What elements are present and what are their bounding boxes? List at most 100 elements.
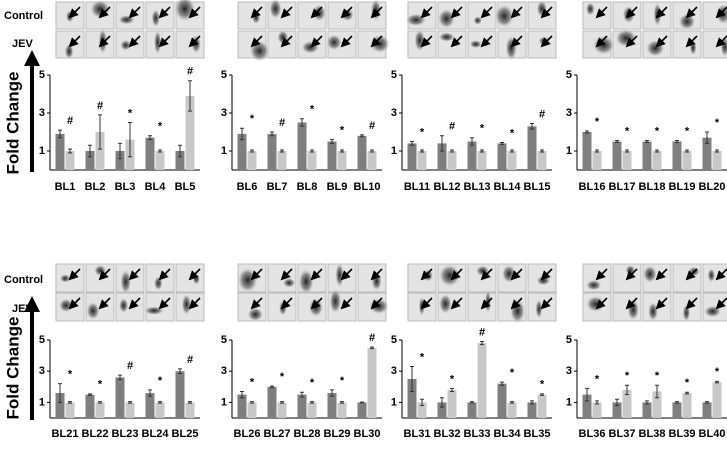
error-bar: [675, 140, 679, 143]
arrow: [280, 6, 293, 19]
y-tick-label: 3: [221, 107, 227, 119]
error-bar: [158, 401, 162, 404]
arrow: [68, 268, 81, 281]
arrow: [370, 297, 383, 310]
bar: [175, 371, 185, 418]
bar: [682, 151, 692, 170]
arrow: [250, 35, 263, 48]
bar: [702, 402, 712, 418]
error-bar: [118, 374, 122, 381]
x-tick-label: BL38: [639, 428, 666, 440]
spot: [536, 275, 551, 286]
error-bar: [240, 127, 244, 141]
bar: [537, 394, 547, 418]
spot: [301, 40, 320, 54]
spot: [118, 297, 129, 313]
error-bar: [675, 401, 679, 404]
significance-marker: *: [540, 379, 545, 391]
x-tick-label: BL15: [524, 181, 551, 193]
x-tick-label: BL4: [145, 181, 167, 193]
spot: [237, 267, 258, 293]
bar: [55, 393, 65, 418]
spot: [625, 265, 636, 276]
spot: [438, 264, 461, 287]
bar: [337, 402, 347, 418]
arrow: [510, 268, 523, 281]
significance-marker: *: [280, 371, 285, 383]
error-bar: [188, 80, 192, 112]
bar: [327, 141, 337, 170]
y-axis-label: Fold Change: [3, 317, 22, 420]
spot: [642, 265, 657, 283]
bar: [652, 151, 662, 170]
y-tick-label: 5: [391, 334, 397, 346]
arrow: [420, 6, 433, 19]
error-bar: [188, 401, 192, 404]
spot: [181, 293, 192, 316]
arrow: [480, 6, 493, 19]
arrow: [370, 35, 383, 48]
arrow: [715, 35, 727, 48]
error-bar: [280, 149, 284, 153]
bar: [582, 132, 592, 170]
bar: [672, 141, 682, 170]
error-bar: [98, 401, 102, 404]
spot: [494, 4, 514, 28]
bar: [155, 151, 165, 170]
arrow: [685, 35, 698, 48]
arrow: [188, 35, 201, 48]
arrow: [340, 297, 353, 310]
spot: [278, 300, 287, 316]
y-tick-label: 5: [39, 69, 45, 81]
arrow: [685, 297, 698, 310]
arrow: [450, 35, 463, 48]
error-bar: [340, 401, 344, 404]
bar: [582, 394, 592, 418]
bar: [357, 135, 367, 170]
bar: [237, 394, 247, 418]
y-tick-label: 5: [391, 69, 397, 81]
error-bar: [420, 149, 424, 153]
spot: [647, 301, 659, 322]
x-tick-label: BL5: [175, 181, 196, 193]
spot: [682, 304, 691, 322]
error-bar: [510, 401, 514, 404]
bar: [145, 393, 155, 418]
y-tick-label: 1: [221, 396, 227, 408]
bar: [247, 402, 257, 418]
arrow: [450, 297, 463, 310]
significance-marker: *: [655, 370, 660, 382]
arrow: [685, 268, 698, 281]
bar: [85, 394, 95, 418]
bar: [592, 151, 602, 170]
error-bar: [530, 400, 534, 405]
arrow: [128, 6, 141, 19]
y-tick-label: 5: [566, 69, 572, 81]
error-bar: [685, 149, 689, 153]
bar: [447, 151, 457, 170]
significance-marker: *: [685, 377, 690, 389]
arrow-head: [24, 50, 40, 66]
arrow: [480, 35, 493, 48]
x-tick-label: BL26: [234, 428, 261, 440]
spot: [473, 16, 483, 25]
error-bar: [240, 390, 244, 399]
significance-marker: #: [97, 100, 103, 112]
error-bar: [440, 397, 444, 408]
x-tick-label: BL6: [237, 181, 258, 193]
significance-marker: *: [420, 126, 425, 138]
arrow: [480, 268, 493, 281]
significance-marker: *: [98, 379, 103, 391]
x-tick-label: BL9: [327, 181, 348, 193]
error-bar: [410, 141, 414, 146]
significance-marker: *: [685, 125, 690, 137]
spot: [586, 295, 606, 313]
x-tick-label: BL17: [609, 181, 636, 193]
bar: [477, 343, 487, 418]
bar: [612, 402, 622, 418]
significance-marker: *: [250, 376, 255, 388]
bar: [702, 137, 712, 170]
arrow: [420, 297, 433, 310]
error-bar: [330, 389, 334, 397]
